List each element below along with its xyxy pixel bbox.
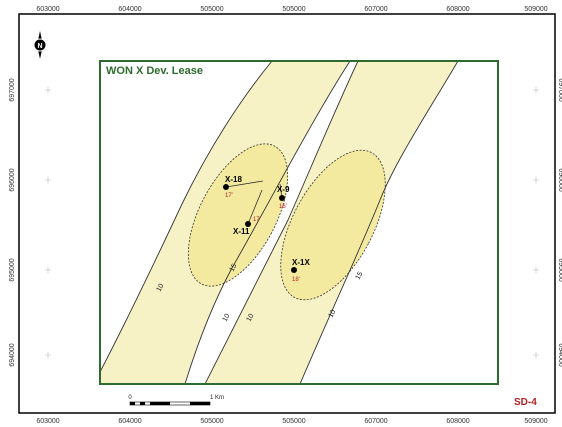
well-marker-x11[interactable] — [245, 221, 251, 227]
x-tick-top: 607000 — [364, 6, 387, 13]
x-tick-bottom: 608000 — [446, 418, 469, 425]
lease-title: WON X Dev. Lease — [106, 65, 203, 77]
well-label-x9: X-9 — [277, 185, 290, 194]
x-tick-top: 603000 — [36, 6, 59, 13]
y-tick-right: 695000 — [557, 258, 562, 281]
contour-line — [204, 61, 359, 384]
lease-area: WON X Dev. Lease — [99, 60, 499, 385]
y-tick-left: 695000 — [9, 258, 16, 281]
contour-label: 15 — [355, 271, 365, 281]
x-tick-bottom: 509000 — [524, 418, 547, 425]
x-tick-top: 509000 — [524, 6, 547, 13]
scale-start-label: 0 — [128, 395, 132, 401]
top-coordinate-ticks: 603000 604000 505000 505000 607000 60800… — [36, 6, 547, 13]
x-tick-top: 505000 — [200, 6, 223, 13]
scale-bar: 0 1 Km — [128, 395, 224, 406]
contour-label: 10 — [328, 309, 338, 319]
well-label-x11: X-11 — [233, 227, 250, 236]
well-label-x1x: X-1X — [292, 258, 310, 267]
well-marker-x9[interactable] — [279, 195, 285, 201]
north-letter: N — [37, 43, 42, 50]
contour-line — [100, 61, 273, 373]
x-tick-bottom: 607000 — [364, 418, 387, 425]
x-tick-bottom: 603000 — [36, 418, 59, 425]
left-coordinate-ticks: 697000 696000 695000 694000 — [9, 78, 16, 366]
y-tick-left: 694000 — [9, 343, 16, 366]
well-value-x18: 17' — [225, 193, 233, 199]
x-tick-bottom: 604000 — [118, 418, 141, 425]
contour-line — [184, 61, 351, 384]
contour-labels: 10 10 10 10 15 15 — [156, 263, 365, 323]
contour-label: 10 — [156, 283, 166, 293]
x-tick-bottom: 505000 — [282, 418, 305, 425]
map-id: SD-4 — [514, 397, 537, 408]
contour-label: 10 — [222, 313, 232, 323]
well-value-x9: 16' — [279, 204, 287, 210]
well-marker-x18[interactable] — [223, 184, 229, 190]
contour-line — [299, 61, 459, 384]
north-arrow-icon: N — [33, 31, 47, 59]
structural-high-west — [187, 143, 289, 287]
contour-label: 15 — [229, 263, 239, 273]
x-tick-bottom: 505000 — [200, 418, 223, 425]
y-tick-right: 697000 — [557, 78, 562, 101]
y-tick-left: 696000 — [9, 168, 16, 191]
well-value-x11: 17' — [253, 217, 261, 223]
well-marker-x1x[interactable] — [291, 267, 297, 273]
structural-high-east — [280, 149, 386, 301]
right-coordinate-ticks: 697000 696000 695000 694000 — [557, 78, 562, 366]
bottom-coordinate-ticks: 603000 604000 505000 505000 607000 60800… — [36, 418, 547, 425]
y-tick-left: 697000 — [9, 78, 16, 101]
contour-label: 10 — [246, 313, 256, 323]
x-tick-top: 505000 — [282, 6, 305, 13]
well-value-x1x: 18' — [292, 277, 300, 283]
y-tick-right: 696000 — [557, 168, 562, 191]
lease-boundary — [99, 60, 499, 385]
well-label-x18: X-18 — [225, 175, 242, 184]
scale-end-label: 1 Km — [210, 395, 224, 401]
wells: X-18 17' X-9 16' X-11 17' X-1X 18' — [223, 175, 310, 283]
x-tick-top: 604000 — [118, 6, 141, 13]
y-tick-right: 694000 — [557, 343, 562, 366]
x-tick-top: 608000 — [446, 6, 469, 13]
